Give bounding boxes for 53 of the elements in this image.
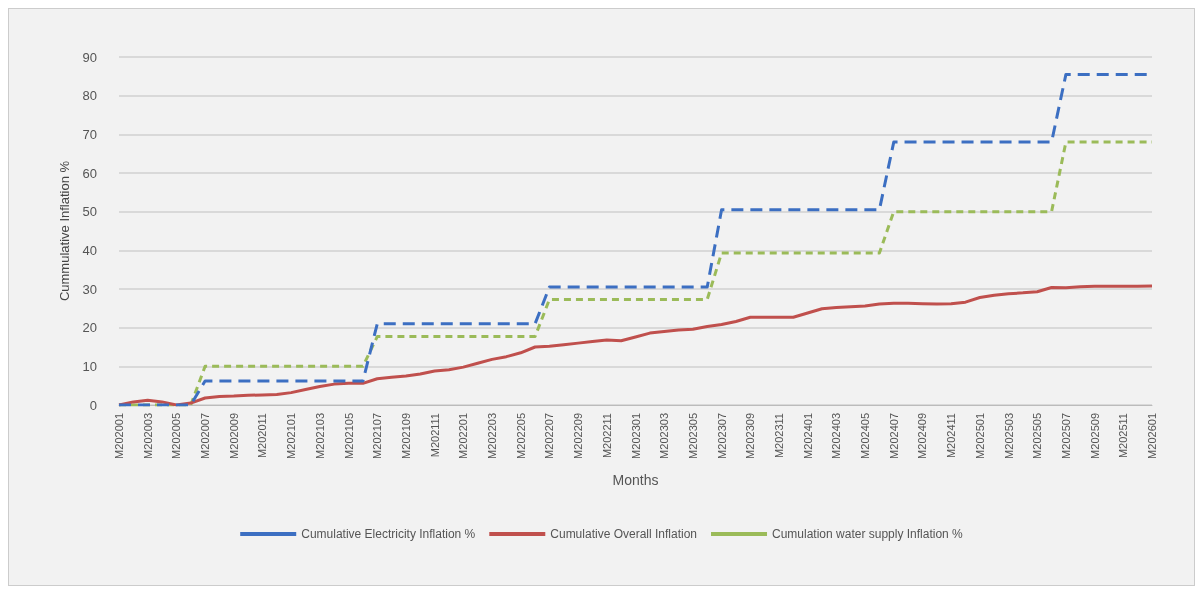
x-tick-label: M202307	[715, 413, 728, 459]
x-tick-label: M202003	[141, 413, 154, 459]
x-tick-label: M202007	[199, 413, 212, 459]
y-tick-label: 10	[82, 358, 97, 374]
y-tick-label: 60	[82, 165, 97, 181]
legend-label: Cumulative Electricity Inflation %	[301, 527, 476, 541]
y-tick-label: 0	[89, 397, 97, 413]
x-tick-label: M202101	[285, 413, 298, 459]
x-tick-label: M202501	[973, 413, 986, 459]
x-tick-label: M202601	[1146, 413, 1158, 459]
x-tick-label: M202111	[428, 413, 441, 458]
y-axis-title: Cummulative Inflation %	[57, 160, 72, 302]
x-tick-label: M202407	[887, 413, 900, 459]
x-tick-label: M202011	[256, 413, 269, 459]
x-tick-label: M202201	[457, 413, 470, 459]
x-axis-title: Months	[612, 472, 659, 488]
x-tick-label: M202105	[342, 413, 355, 459]
x-tick-label: M202311	[772, 413, 785, 459]
legend-label: Cumulative Overall Inflation	[550, 527, 698, 541]
line-series	[117, 284, 1154, 407]
x-tick-label: M202205	[514, 413, 527, 459]
y-tick-label: 40	[82, 242, 97, 258]
x-tick-label: M202511	[1117, 413, 1130, 459]
x-tick-label: M202109	[399, 413, 412, 459]
x-tick-label: M202211	[600, 413, 613, 459]
x-tick-label: M202005	[170, 413, 183, 459]
x-tick-label: M202001	[113, 413, 125, 459]
x-tick-label: M202507	[1059, 413, 1072, 459]
x-tick-label: M202103	[313, 413, 326, 459]
x-tick-label: M202309	[744, 413, 757, 459]
y-tick-label: 70	[82, 126, 97, 142]
x-tick-label: M202505	[1031, 413, 1044, 459]
x-tick-label: M202403	[830, 413, 843, 459]
x-tick-label: M202401	[801, 413, 814, 459]
x-tick-label: M202209	[572, 413, 585, 459]
y-tick-label: 30	[82, 281, 97, 297]
x-tick-label: M202207	[543, 413, 556, 459]
y-tick-label: 20	[82, 320, 97, 336]
x-tick-label: M202405	[859, 413, 872, 459]
x-tick-label: M202409	[916, 413, 929, 459]
y-tick-label: 50	[82, 204, 97, 220]
x-tick-label: M202203	[486, 413, 499, 459]
x-tick-label: M202305	[686, 413, 699, 459]
x-tick-label: M202303	[658, 413, 671, 459]
y-tick-label: 90	[82, 49, 97, 65]
x-tick-label: M202503	[1002, 413, 1015, 459]
y-tick-label: 80	[82, 88, 97, 104]
x-tick-label: M202301	[629, 413, 642, 459]
x-tick-label: M202009	[227, 413, 240, 459]
x-tick-label: M202107	[371, 413, 384, 459]
x-tick-label: M202509	[1088, 413, 1101, 459]
x-tick-label: M202411	[945, 413, 958, 459]
legend-label: Cumulation water supply Inflation %	[772, 527, 964, 541]
